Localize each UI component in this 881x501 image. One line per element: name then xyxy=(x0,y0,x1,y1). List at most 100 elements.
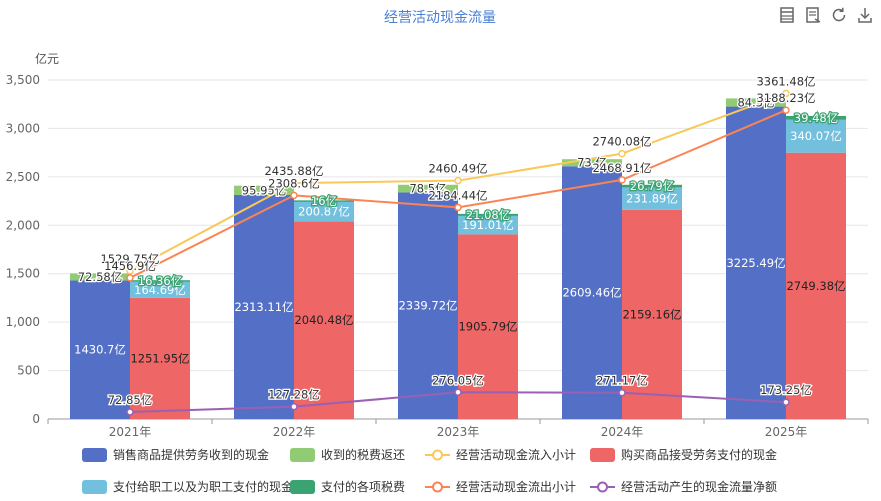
refresh-icon[interactable] xyxy=(829,5,849,25)
line-data-label: 3188.23亿 xyxy=(756,91,815,105)
line-data-label: 127.28亿 xyxy=(268,388,320,402)
line-point xyxy=(126,267,134,275)
line-point xyxy=(126,408,134,416)
line-point xyxy=(290,179,298,187)
table-view-icon[interactable] xyxy=(777,5,797,25)
line-point xyxy=(290,402,298,411)
bar-segment xyxy=(622,209,682,419)
legend-label: 经营活动现金流出小计 xyxy=(456,479,576,494)
y-tick-label: 3,500 xyxy=(6,73,40,87)
bar-data-label: 2609.46亿 xyxy=(562,286,621,300)
line-point xyxy=(618,388,626,397)
legend-label: 购买商品接受劳务支付的现金 xyxy=(621,447,777,462)
bar-data-label: 21.08亿 xyxy=(466,208,510,222)
legend-marker xyxy=(432,481,443,493)
y-axis: 0 500 1,000 1,500 2,000 2,500 3,000 3,500 xyxy=(6,73,40,426)
bar-segment xyxy=(726,106,786,419)
line-series xyxy=(126,89,790,416)
bar-segment xyxy=(786,152,846,419)
legend-label: 支付给职工以及为职工支付的现金 xyxy=(113,479,293,494)
line-point xyxy=(618,176,626,184)
y-tick-label: 0 xyxy=(32,412,40,426)
x-tick-label: 2023年 xyxy=(437,425,480,439)
data-view-icon[interactable] xyxy=(803,5,823,25)
line-data-label: 2308.6亿 xyxy=(268,176,320,190)
bar-segment xyxy=(294,201,354,222)
bar-segment xyxy=(130,280,190,282)
bar-segment xyxy=(786,115,846,120)
chart-toolbar xyxy=(777,5,875,25)
x-tick-label: 2022年 xyxy=(273,425,316,439)
bar-data-label: 78.5亿 xyxy=(409,182,446,196)
y-tick-label: 1,000 xyxy=(6,315,40,329)
bar-segment xyxy=(562,166,622,419)
bar-data-label: 2040.48亿 xyxy=(294,313,353,327)
bar-segment xyxy=(458,234,518,419)
bar-segment xyxy=(234,185,294,195)
bar-data-label: 73.亿 xyxy=(577,156,607,170)
bar-segment xyxy=(294,221,354,419)
line-data-label: 2184.44亿 xyxy=(428,188,487,202)
line-data-label: 3361.48亿 xyxy=(756,74,815,88)
bar-data-label: 1905.79亿 xyxy=(458,320,517,334)
bar-data-label: 16.36亿 xyxy=(138,274,182,288)
legend-swatch xyxy=(590,448,615,462)
bar-segment xyxy=(562,159,622,167)
legend-marker xyxy=(432,449,443,461)
line-data-label: 2740.08亿 xyxy=(592,135,651,149)
line-data-label: 2468.91亿 xyxy=(592,161,651,175)
legend-marker xyxy=(597,481,608,493)
bar-segment xyxy=(786,119,846,153)
x-tick-label: 2025年 xyxy=(765,425,808,439)
bar-segment xyxy=(398,184,458,193)
bar-data-label: 200.87亿 xyxy=(298,205,350,219)
line-data-label: 173.25亿 xyxy=(760,383,812,397)
bar-data-label: 340.07亿 xyxy=(790,129,842,143)
line-data-label: 1456.9亿 xyxy=(104,259,156,273)
download-icon[interactable] xyxy=(855,5,875,25)
legend-label: 经营活动现金流入小计 xyxy=(456,447,576,462)
bar-data-label: 39.48亿 xyxy=(794,111,838,125)
legend-swatch xyxy=(290,480,315,494)
line-point xyxy=(454,176,462,185)
bar-segment xyxy=(70,280,130,419)
x-tick-label: 2021年 xyxy=(109,425,152,439)
bar-data-label: 164.69亿 xyxy=(134,283,186,297)
line-data-label: 2435.88亿 xyxy=(264,164,323,178)
y-tick-label: 1,500 xyxy=(6,267,40,281)
bar-data-label: 26.79亿 xyxy=(630,179,674,193)
bar-data-label: 72.58亿 xyxy=(78,270,122,284)
x-axis: 2021年 2022年 2023年 2024年 2025年 xyxy=(47,418,869,439)
y-tick-label: 2,500 xyxy=(6,170,40,184)
chart-title: 经营活动现金流量 xyxy=(384,10,496,26)
line-data-label: 2460.49亿 xyxy=(428,162,487,176)
bar-segment xyxy=(458,213,518,216)
bar-data-label: 191.01亿 xyxy=(462,218,514,232)
line-data-label: 1529.75亿 xyxy=(100,252,159,266)
line-data-label: 72.85亿 xyxy=(108,393,152,407)
y-tick-label: 3,000 xyxy=(6,121,40,135)
bar-segment xyxy=(294,200,354,202)
bar-segment xyxy=(726,98,786,107)
line-point xyxy=(454,203,462,212)
bar-segment xyxy=(398,192,458,419)
bar-data-label: 95.95亿 xyxy=(242,183,286,197)
bar-data-label: 2339.72亿 xyxy=(398,299,457,313)
bar-data-label: 1430.7亿 xyxy=(74,343,126,357)
bar-segment xyxy=(130,297,190,419)
line-point xyxy=(782,398,790,406)
x-tick-label: 2024年 xyxy=(601,425,644,439)
bar-data-label: 2313.11亿 xyxy=(234,300,293,314)
data-labels: 1430.7亿 2313.11亿 2339.72亿 2609.46亿 3225.49亿 7… xyxy=(74,73,845,408)
legend-label: 收到的税费返还 xyxy=(321,447,405,462)
bar-segment xyxy=(458,215,518,235)
bar-data-label: 1251.95亿 xyxy=(130,351,189,365)
bar-segment xyxy=(130,281,190,298)
bar-data-label: 2159.16亿 xyxy=(622,307,681,321)
bar-data-label: 3225.49亿 xyxy=(726,256,785,270)
line-point xyxy=(782,106,790,114)
legend-swatch xyxy=(82,448,107,462)
line-point xyxy=(618,149,626,158)
bar-segment xyxy=(234,194,294,419)
